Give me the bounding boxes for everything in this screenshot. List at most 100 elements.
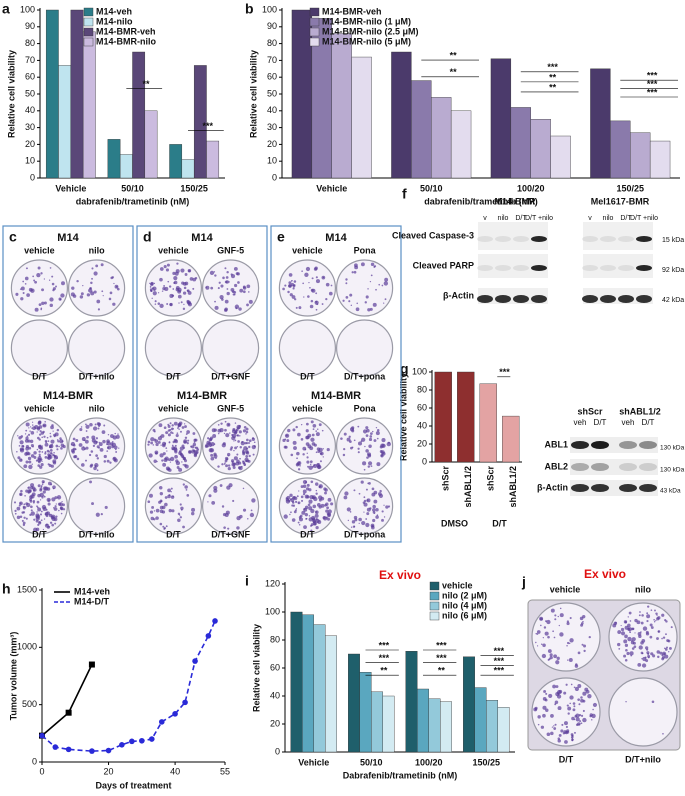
colony bbox=[179, 446, 184, 451]
colony bbox=[290, 453, 294, 457]
colony bbox=[109, 442, 114, 446]
y-tick-label: 1000 bbox=[17, 642, 37, 652]
significance: *** bbox=[202, 121, 213, 131]
colony bbox=[166, 450, 168, 452]
colony bbox=[162, 525, 165, 528]
colony bbox=[565, 725, 568, 729]
colony bbox=[208, 448, 213, 453]
colony bbox=[178, 302, 180, 304]
y-tick-label: 90 bbox=[267, 21, 277, 31]
y-tick-label: 0 bbox=[275, 746, 280, 756]
colony bbox=[343, 495, 348, 500]
colony bbox=[641, 663, 647, 668]
colony bbox=[232, 433, 237, 438]
colony bbox=[29, 430, 31, 432]
significance: *** bbox=[647, 87, 658, 97]
colony bbox=[226, 291, 230, 296]
well bbox=[144, 319, 202, 377]
colony bbox=[550, 714, 554, 718]
legend-swatch bbox=[429, 611, 440, 621]
colony bbox=[234, 430, 238, 434]
colony bbox=[27, 433, 31, 436]
colony bbox=[239, 446, 242, 449]
colony bbox=[49, 267, 52, 269]
colony bbox=[376, 462, 381, 467]
colony bbox=[237, 440, 240, 443]
colony bbox=[158, 485, 163, 490]
point bbox=[182, 699, 188, 706]
lane-label: D/T bbox=[620, 215, 632, 222]
colony bbox=[577, 684, 582, 688]
colony bbox=[13, 501, 17, 504]
lane-label: D/T bbox=[515, 215, 527, 222]
x-axis-label: dabrafenib/trametinib (nM) bbox=[424, 196, 538, 206]
band bbox=[582, 236, 598, 242]
colony bbox=[159, 267, 164, 271]
colony bbox=[44, 451, 47, 453]
colony bbox=[578, 723, 580, 726]
colony bbox=[26, 293, 30, 297]
colony bbox=[41, 436, 44, 439]
colony bbox=[308, 499, 313, 504]
colony bbox=[42, 528, 45, 531]
row-label: D/T bbox=[300, 371, 315, 381]
colony bbox=[43, 486, 48, 491]
colony bbox=[37, 507, 42, 512]
colony bbox=[327, 517, 330, 521]
colony bbox=[178, 467, 183, 472]
colony bbox=[88, 288, 93, 293]
bar bbox=[325, 635, 337, 753]
colony bbox=[376, 429, 380, 432]
colony bbox=[297, 501, 301, 505]
colony bbox=[343, 432, 347, 436]
colony bbox=[367, 482, 369, 485]
colony bbox=[580, 714, 584, 717]
colony bbox=[384, 298, 387, 301]
colony bbox=[294, 509, 297, 512]
colony bbox=[554, 700, 559, 704]
bar bbox=[290, 611, 303, 753]
colony bbox=[158, 423, 163, 428]
bar bbox=[610, 120, 631, 179]
colony bbox=[49, 435, 52, 438]
line bbox=[41, 620, 216, 752]
colony bbox=[372, 508, 376, 512]
colony bbox=[89, 422, 93, 427]
colony bbox=[569, 616, 572, 620]
colony bbox=[311, 442, 316, 446]
colony bbox=[167, 458, 171, 462]
colony bbox=[44, 442, 49, 447]
colony bbox=[649, 623, 653, 627]
colony bbox=[41, 288, 45, 292]
colony bbox=[669, 646, 672, 650]
colony bbox=[217, 432, 220, 435]
plate-title: M14 bbox=[57, 232, 79, 244]
row-label: D/T+nilo bbox=[79, 529, 115, 539]
colony bbox=[327, 497, 332, 502]
colony bbox=[16, 515, 21, 520]
colony bbox=[39, 499, 42, 501]
band bbox=[636, 236, 652, 242]
x-tick-label: 100/20 bbox=[517, 183, 545, 193]
colony bbox=[182, 483, 185, 486]
band bbox=[619, 441, 637, 449]
well bbox=[531, 677, 601, 747]
colony bbox=[195, 446, 199, 450]
colony bbox=[351, 429, 355, 433]
colony bbox=[167, 423, 170, 426]
colony bbox=[221, 298, 224, 301]
colony bbox=[33, 451, 37, 455]
colony bbox=[626, 651, 630, 656]
colony bbox=[638, 614, 641, 617]
legend-label: M14-veh bbox=[96, 6, 132, 16]
colony bbox=[535, 641, 537, 644]
colony bbox=[360, 440, 363, 443]
colony bbox=[211, 501, 216, 505]
colony bbox=[325, 298, 328, 301]
colony bbox=[323, 487, 327, 491]
colony bbox=[583, 649, 586, 653]
colony bbox=[647, 652, 650, 655]
colony bbox=[253, 441, 256, 444]
colony bbox=[302, 493, 306, 496]
colony bbox=[61, 500, 63, 503]
